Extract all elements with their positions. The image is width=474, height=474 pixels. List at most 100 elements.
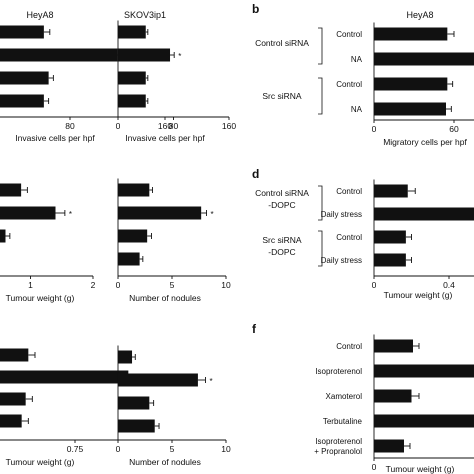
panel-d-bracket [318, 230, 323, 267]
category-label: Control [336, 233, 362, 242]
x-tick-label: 0 [116, 121, 121, 131]
bar [0, 229, 6, 243]
x-tick-label: 160 [222, 121, 236, 131]
category-label: Daily stress [321, 256, 362, 265]
x-tick-label: 160 [158, 121, 172, 131]
category-label: Control [336, 80, 362, 89]
category-label: Isoproterenol [315, 367, 362, 376]
chart-title: SKOV3ip1 [124, 10, 166, 20]
x-axis-label: Tumour weight (g) [6, 293, 75, 303]
x-tick-label: 1 [28, 280, 33, 290]
bar [374, 207, 474, 221]
chart-c-nodules: 0 5 10 Number of nodules * [116, 178, 231, 303]
bar [118, 71, 146, 85]
panel-b-group-labels: Control siRNA Src siRNA [255, 27, 323, 115]
panel-b-group-label: Src siRNA [262, 91, 302, 101]
chart-title: HeyA8 [26, 10, 53, 20]
bar [374, 439, 404, 453]
panel-d-group-label: Src siRNA [262, 235, 302, 245]
bar [118, 48, 171, 62]
x-tick-label: 5 [170, 444, 175, 454]
bar [118, 396, 150, 410]
panel-label-d: d [252, 167, 259, 181]
x-axis-label: Number of nodules [129, 293, 201, 303]
bar [374, 389, 412, 403]
significance-star: * [209, 377, 212, 386]
bar [374, 364, 474, 378]
x-axis-label: Tumour weight (g) [384, 290, 453, 300]
panel-label-b: b [252, 2, 259, 16]
bar [374, 253, 406, 267]
panel-d-bracket [318, 185, 323, 221]
x-tick-label: 80 [65, 121, 75, 131]
bar [374, 27, 448, 41]
category-label: + Propranolol [314, 447, 362, 456]
x-tick-label: 10 [221, 280, 231, 290]
bar [0, 348, 29, 362]
category-label: Daily stress [321, 210, 362, 219]
panel-b-bracket [318, 77, 323, 115]
x-tick-label: 0.75 [67, 444, 84, 454]
category-label: Control [336, 30, 362, 39]
bar [118, 350, 133, 364]
chart-title: HeyA8 [406, 10, 433, 20]
category-label: Terbutaline [323, 417, 363, 426]
bar [118, 252, 140, 266]
x-axis-label: Migratory cells per hpf [383, 137, 467, 147]
panel-d-group-label: Control siRNA [255, 188, 309, 198]
bar [0, 48, 118, 62]
panel-label-f: f [252, 322, 257, 336]
bar [374, 52, 474, 66]
x-tick-label: 80 [169, 121, 179, 131]
bar [118, 25, 146, 39]
x-tick-label: 0.4 [443, 280, 455, 290]
bar [118, 94, 146, 108]
x-tick-label: 60 [449, 124, 459, 134]
bar [374, 339, 413, 353]
x-tick-label: 2 [91, 280, 96, 290]
category-label: Control [336, 342, 362, 351]
category-label: NA [351, 105, 363, 114]
bar [0, 94, 44, 108]
significance-star: * [211, 210, 214, 219]
x-tick-label: 0 [372, 462, 377, 472]
bar [118, 373, 198, 387]
significance-star: * [69, 210, 72, 219]
category-label: NA [351, 55, 363, 64]
bar [118, 183, 150, 197]
bar [0, 392, 26, 406]
x-tick-label: 5 [170, 280, 175, 290]
x-tick-label: 10 [221, 444, 231, 454]
significance-star: * [178, 52, 181, 61]
x-axis-label: Tumour weight (g) [386, 464, 455, 474]
bar [0, 206, 56, 220]
x-axis-label: Invasive cells per hpf [125, 133, 205, 143]
x-axis-label: Tumour weight (g) [6, 457, 75, 467]
category-label: Isoproterenol [315, 437, 362, 446]
bar [0, 370, 129, 384]
panel-b-bracket [318, 27, 323, 65]
x-tick-label: 0 [372, 280, 377, 290]
bar [118, 206, 202, 220]
bar [118, 229, 148, 243]
bar [0, 183, 22, 197]
category-label: Xamoterol [326, 392, 363, 401]
panel-labels: b d f [252, 2, 259, 336]
panel-d-group-labels: Control siRNA -DOPC Src siRNA -DOPC [255, 185, 323, 267]
panel-d-group-label: -DOPC [268, 200, 295, 210]
x-axis-label: Number of nodules [129, 457, 201, 467]
chart-e-nodules: 0 5 10 Number of nodules * [116, 345, 231, 467]
panel-b-group-label: Control siRNA [255, 38, 309, 48]
category-label: Control [336, 187, 362, 196]
x-axis-label: Invasive cells per hpf [15, 133, 95, 143]
bar [0, 25, 44, 39]
x-tick-label: 0 [116, 444, 121, 454]
chart-c-weight: 1 2 Tumour weight (g) * [0, 183, 96, 303]
x-tick-label: 0 [116, 280, 121, 290]
